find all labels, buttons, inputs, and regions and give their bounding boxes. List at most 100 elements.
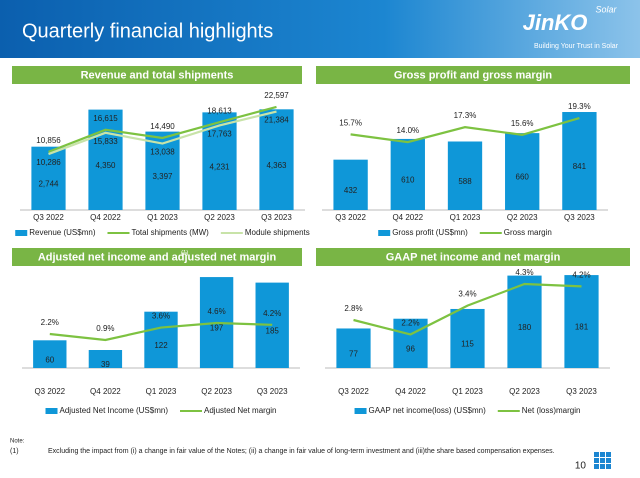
logo-tagline: Building Your Trust in Solar	[534, 43, 619, 50]
x-tick-label: Q3 2022	[33, 213, 64, 222]
line-label: 22,597	[264, 91, 289, 100]
bar-label: 3,397	[152, 172, 173, 181]
x-tick-label: Q3 2023	[261, 213, 292, 222]
logo-sub: Solar	[595, 4, 617, 14]
legend-label: Adjusted Net margin	[204, 406, 276, 415]
bar	[259, 109, 294, 210]
x-tick-label: Q2 2023	[201, 387, 232, 396]
footnote-text: Excluding the impact from (i) a change i…	[48, 448, 555, 455]
x-tick-label: Q4 2022	[395, 387, 426, 396]
x-tick-label: Q3 2022	[34, 387, 65, 396]
line-label: 3.4%	[458, 290, 476, 299]
bar	[88, 109, 123, 210]
legend-label: Revenue (US$mn)	[29, 228, 96, 237]
x-tick-label: Q3 2022	[338, 387, 369, 396]
bar	[202, 112, 237, 210]
line-label: 16,615	[93, 114, 118, 123]
bar-label: 197	[210, 324, 224, 333]
line-label: 15.6%	[511, 119, 534, 128]
line	[350, 117, 580, 144]
bar-label: 115	[461, 340, 474, 349]
title-note: (1)	[181, 251, 188, 257]
logo-icon	[594, 452, 611, 469]
line-label: 2.2%	[401, 319, 419, 328]
legend-label: Total shipments (MW)	[131, 228, 209, 237]
bar	[333, 159, 368, 210]
line-label: 13,038	[150, 148, 175, 157]
legend: GAAP net income(loss) (US$mn) Net (loss)m…	[354, 406, 581, 415]
bar-label: 432	[344, 186, 358, 195]
bar-label: 588	[458, 177, 472, 186]
bar	[31, 146, 66, 210]
bar	[562, 112, 597, 210]
line-label: 3.6%	[152, 312, 170, 321]
bar	[505, 133, 540, 210]
line-label: 10,286	[36, 158, 61, 167]
bar	[507, 275, 542, 368]
x-tick-label: Q3 2023	[566, 387, 597, 396]
line-label: 19.3%	[568, 102, 591, 111]
legend: Revenue (US$mn) Total shipments (MW) Modul…	[15, 228, 310, 237]
bar	[447, 141, 483, 210]
bar-label: 60	[45, 355, 54, 364]
bar	[144, 311, 178, 368]
legend: Adjusted Net Income (US$mn) Adjusted Net …	[45, 406, 276, 415]
bar-label: 180	[518, 323, 532, 332]
line-label: 10,856	[36, 136, 61, 145]
line-label: 4.2%	[572, 271, 590, 280]
panel-header	[12, 248, 302, 266]
line-label: 15.7%	[339, 118, 362, 127]
legend-label: Net (loss)margin	[522, 406, 581, 415]
line-label: 2.8%	[344, 304, 362, 313]
bar-label: 77	[349, 349, 358, 358]
panel-header	[316, 66, 630, 84]
panel-title: GAAP net income and net margin	[386, 251, 561, 263]
x-tick-label: Q4 2022	[90, 213, 121, 222]
bar-label: 4,363	[266, 161, 287, 170]
panel-title: Adjusted net income and adjusted net mar…	[38, 251, 277, 263]
bar-label: 660	[516, 173, 530, 182]
x-tick-label: Q3 2022	[335, 213, 366, 222]
bar	[450, 308, 485, 368]
line-label: 14.0%	[396, 126, 419, 135]
line-label: 21,384	[264, 116, 289, 125]
line	[353, 282, 582, 336]
x-tick-label: Q2 2023	[204, 213, 235, 222]
footnote-heading: Note:	[10, 439, 25, 445]
bar	[393, 318, 428, 368]
legend-swatch	[15, 230, 28, 236]
bar-label: 841	[573, 162, 587, 171]
legend-label: Adjusted Net Income (US$mn)	[60, 406, 169, 415]
line-label: 4.3%	[515, 268, 533, 277]
x-tick-label: Q3 2023	[564, 213, 595, 222]
x-tick-label: Q1 2023	[450, 213, 481, 222]
header-band	[0, 0, 640, 58]
panel-header	[316, 248, 630, 266]
line-label: 17.3%	[454, 111, 477, 120]
line-label: 15,833	[93, 137, 118, 146]
slide-title: Quarterly financial highlights	[22, 20, 273, 42]
bar	[336, 328, 371, 368]
legend-label: Gross margin	[504, 228, 552, 237]
legend-swatch	[354, 408, 367, 414]
x-tick-label: Q1 2023	[147, 213, 178, 222]
legend: Gross profit (US$mn) Gross margin	[378, 228, 552, 237]
bar-label: 96	[406, 344, 415, 353]
panel-title: Gross profit and gross margin	[394, 69, 553, 81]
line-label: 18,613	[207, 106, 232, 115]
x-tick-label: Q3 2023	[257, 387, 288, 396]
line-label: 2.2%	[41, 318, 59, 327]
panel-header	[12, 66, 302, 84]
x-tick-label: Q4 2022	[392, 213, 423, 222]
legend-swatch	[45, 408, 58, 414]
bar-label: 2,744	[38, 179, 59, 188]
legend-label: Module shipments	[245, 228, 310, 237]
line	[48, 105, 277, 153]
legend-swatch	[378, 230, 391, 236]
logo-brand: JinKO	[523, 10, 588, 35]
bar	[564, 275, 599, 368]
line	[48, 110, 277, 156]
line-label: 0.9%	[96, 324, 114, 333]
line-label: 4.6%	[207, 307, 225, 316]
